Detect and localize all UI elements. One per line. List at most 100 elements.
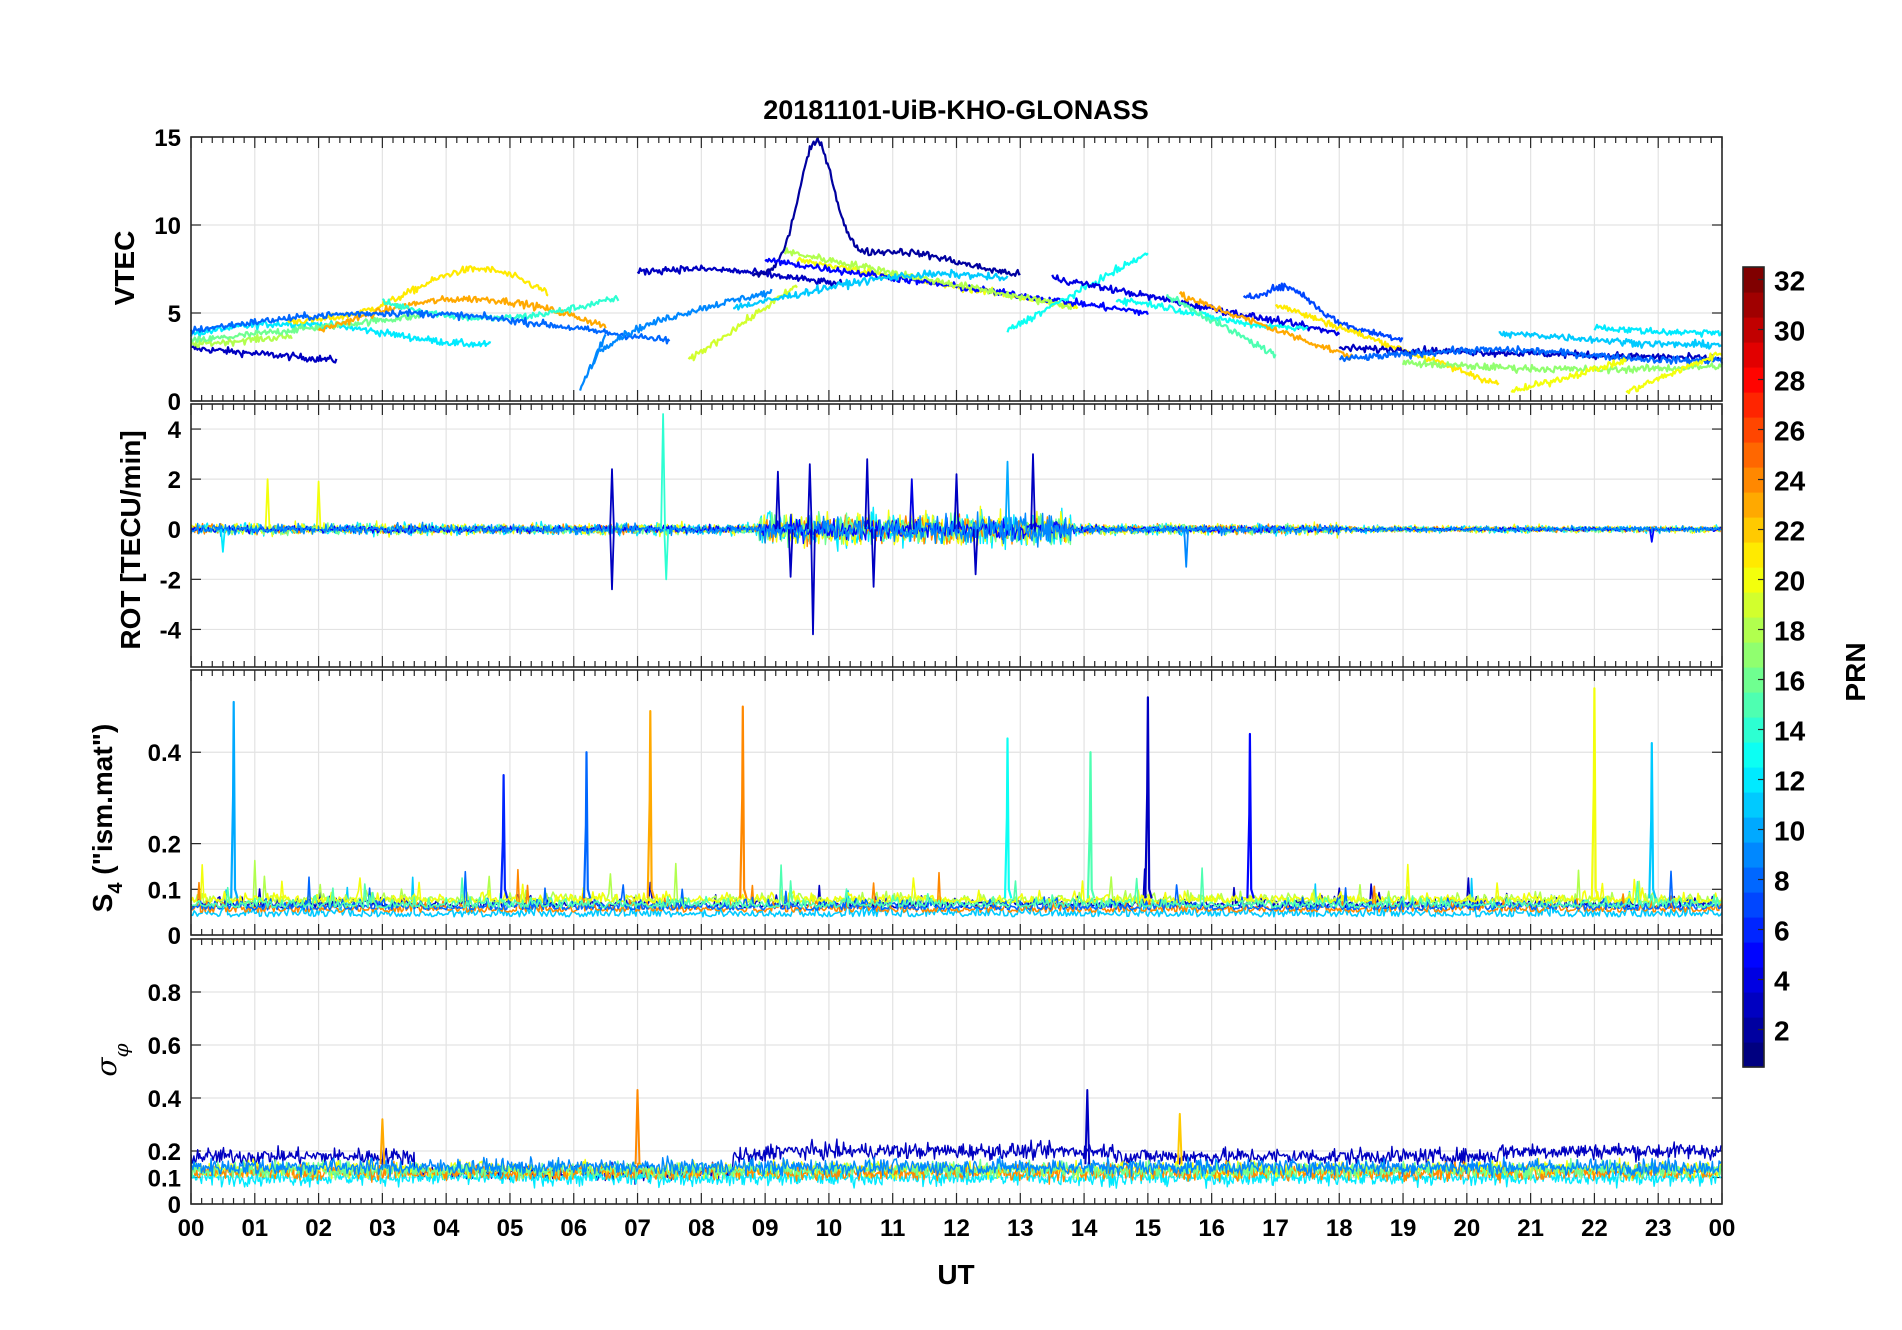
colorbar-tick-label: 12 <box>1774 766 1805 797</box>
x-tick-label: 04 <box>433 1215 460 1242</box>
colorbar-frame <box>1742 266 1765 1068</box>
colorbar-segment <box>1743 892 1764 918</box>
s4-series-line <box>190 876 1723 918</box>
rot-spike-line <box>953 473 960 530</box>
colorbar-segment <box>1743 392 1764 418</box>
x-axis-label: UT <box>937 1259 974 1290</box>
colorbar-segment <box>1743 367 1764 393</box>
rot-spike-line <box>609 529 615 591</box>
rot-spike-line <box>807 463 813 530</box>
rot-spike-line <box>609 468 615 530</box>
y-tick-label: 0 <box>168 923 181 950</box>
rot-spike-line <box>972 529 979 576</box>
s4-spike-line <box>1648 742 1657 899</box>
sigma-phi-y-label: σφ <box>90 1043 133 1076</box>
sigma-phi-y-label-sub: φ <box>109 1043 133 1057</box>
rot-spike-line <box>1030 453 1036 530</box>
s4-y-label-main: S <box>87 894 118 913</box>
colorbar-label: PRN <box>1840 642 1871 701</box>
vtec-series-line <box>592 288 773 366</box>
rot-panel: -4 -2 0 2 4 <box>160 403 1723 668</box>
colorbar-tick-label: 8 <box>1774 866 1790 897</box>
y-tick-label: 0 <box>168 389 181 416</box>
x-tick-label: 20 <box>1453 1215 1480 1242</box>
x-tick-label: 17 <box>1262 1215 1289 1242</box>
s4-y-label-rest: ("ism.mat") <box>87 724 118 883</box>
plot-frame <box>190 669 1723 936</box>
vtec-series-line <box>1498 330 1723 350</box>
vtec-series-line <box>1178 291 1353 361</box>
rot-spike-line <box>787 529 794 578</box>
x-tick-label: 09 <box>752 1215 779 1242</box>
vtec-series-line <box>1339 345 1724 365</box>
rot-spike-line <box>1004 460 1011 530</box>
rot-spike-line <box>220 529 226 553</box>
colorbar-segment <box>1743 567 1764 593</box>
x-tick-label: 00 <box>1709 1215 1736 1242</box>
y-tick-label: 5 <box>168 301 181 328</box>
s4-spike-line <box>230 700 239 899</box>
colorbar-segment <box>1743 267 1764 293</box>
colorbar-tick-label: 14 <box>1774 716 1806 747</box>
colorbar-segment <box>1743 767 1764 793</box>
x-tick-label: 22 <box>1581 1215 1608 1242</box>
rot-spike-line <box>264 478 271 530</box>
colorbar-segment <box>1743 1042 1764 1068</box>
x-tick-label: 21 <box>1517 1215 1544 1242</box>
vtec-series-line <box>1166 293 1277 359</box>
colorbar-tick-label: 20 <box>1774 566 1805 597</box>
y-tick-label: 15 <box>154 125 181 152</box>
vtec-series-line <box>1051 274 1341 337</box>
x-tick-label: 05 <box>497 1215 524 1242</box>
colorbar-segment <box>1743 917 1764 943</box>
vtec-series-line <box>764 257 1149 316</box>
rot-spike-line <box>870 529 877 588</box>
s4-panel: 0 0.1 0.2 0.4 <box>148 669 1723 950</box>
x-tick-label: 19 <box>1390 1215 1417 1242</box>
colorbar-segment <box>1743 867 1764 893</box>
x-tick-label: 00 <box>178 1215 205 1242</box>
vtec-series-line <box>1006 252 1149 333</box>
s4-spike-line <box>646 710 656 899</box>
chart-title: 20181101-UiB-KHO-GLONASS <box>763 95 1149 125</box>
s4-series-line <box>190 870 1723 911</box>
colorbar-tick-label: 16 <box>1774 666 1805 697</box>
s4-series-line <box>190 864 1723 909</box>
vtec-series-line <box>190 345 338 364</box>
colorbar-tick-label: 6 <box>1774 916 1790 947</box>
y-tick-label: 0.1 <box>148 1166 181 1193</box>
x-tick-label: 02 <box>305 1215 332 1242</box>
y-tick-label: 4 <box>168 417 182 444</box>
colorbar-segment <box>1743 967 1764 993</box>
colorbar-segment <box>1743 942 1764 968</box>
colorbar-tick-label: 18 <box>1774 616 1805 647</box>
y-tick-label: 0.8 <box>148 980 181 1007</box>
colorbar-tick-label: 28 <box>1774 366 1805 397</box>
vtec-series-line <box>1510 357 1628 394</box>
colorbar-segment <box>1743 417 1764 443</box>
sigma-phi-spike-line <box>634 1089 641 1165</box>
colorbar-segment <box>1743 667 1764 693</box>
colorbar-segment <box>1743 492 1764 518</box>
x-tick-label: 18 <box>1326 1215 1353 1242</box>
rot-spike-line <box>909 478 915 530</box>
rot-spike-line <box>1183 529 1189 568</box>
x-tick-label: 11 <box>880 1215 905 1242</box>
vtec-series-line <box>783 247 1073 311</box>
x-tick-label: 03 <box>369 1215 396 1242</box>
sigma-phi-panel: 00.10.2 0.4 0.6 0.8 <box>148 938 1723 1219</box>
x-tick-label: 23 <box>1645 1215 1672 1242</box>
vtec-series-line <box>687 284 798 362</box>
rot-spike-line <box>864 458 870 530</box>
y-tick-label: 0.6 <box>148 1033 181 1060</box>
vtec-y-label: VTEC <box>109 231 140 306</box>
vtec-series-line <box>189 332 293 349</box>
y-tick-label: 0.1 <box>148 877 181 904</box>
y-tick-label: 0 <box>168 1192 181 1219</box>
colorbar-segment <box>1743 592 1764 618</box>
colorbar-segment <box>1743 467 1764 493</box>
colorbar-tick-label: 32 <box>1774 266 1805 297</box>
vtec-series-line <box>190 312 421 343</box>
